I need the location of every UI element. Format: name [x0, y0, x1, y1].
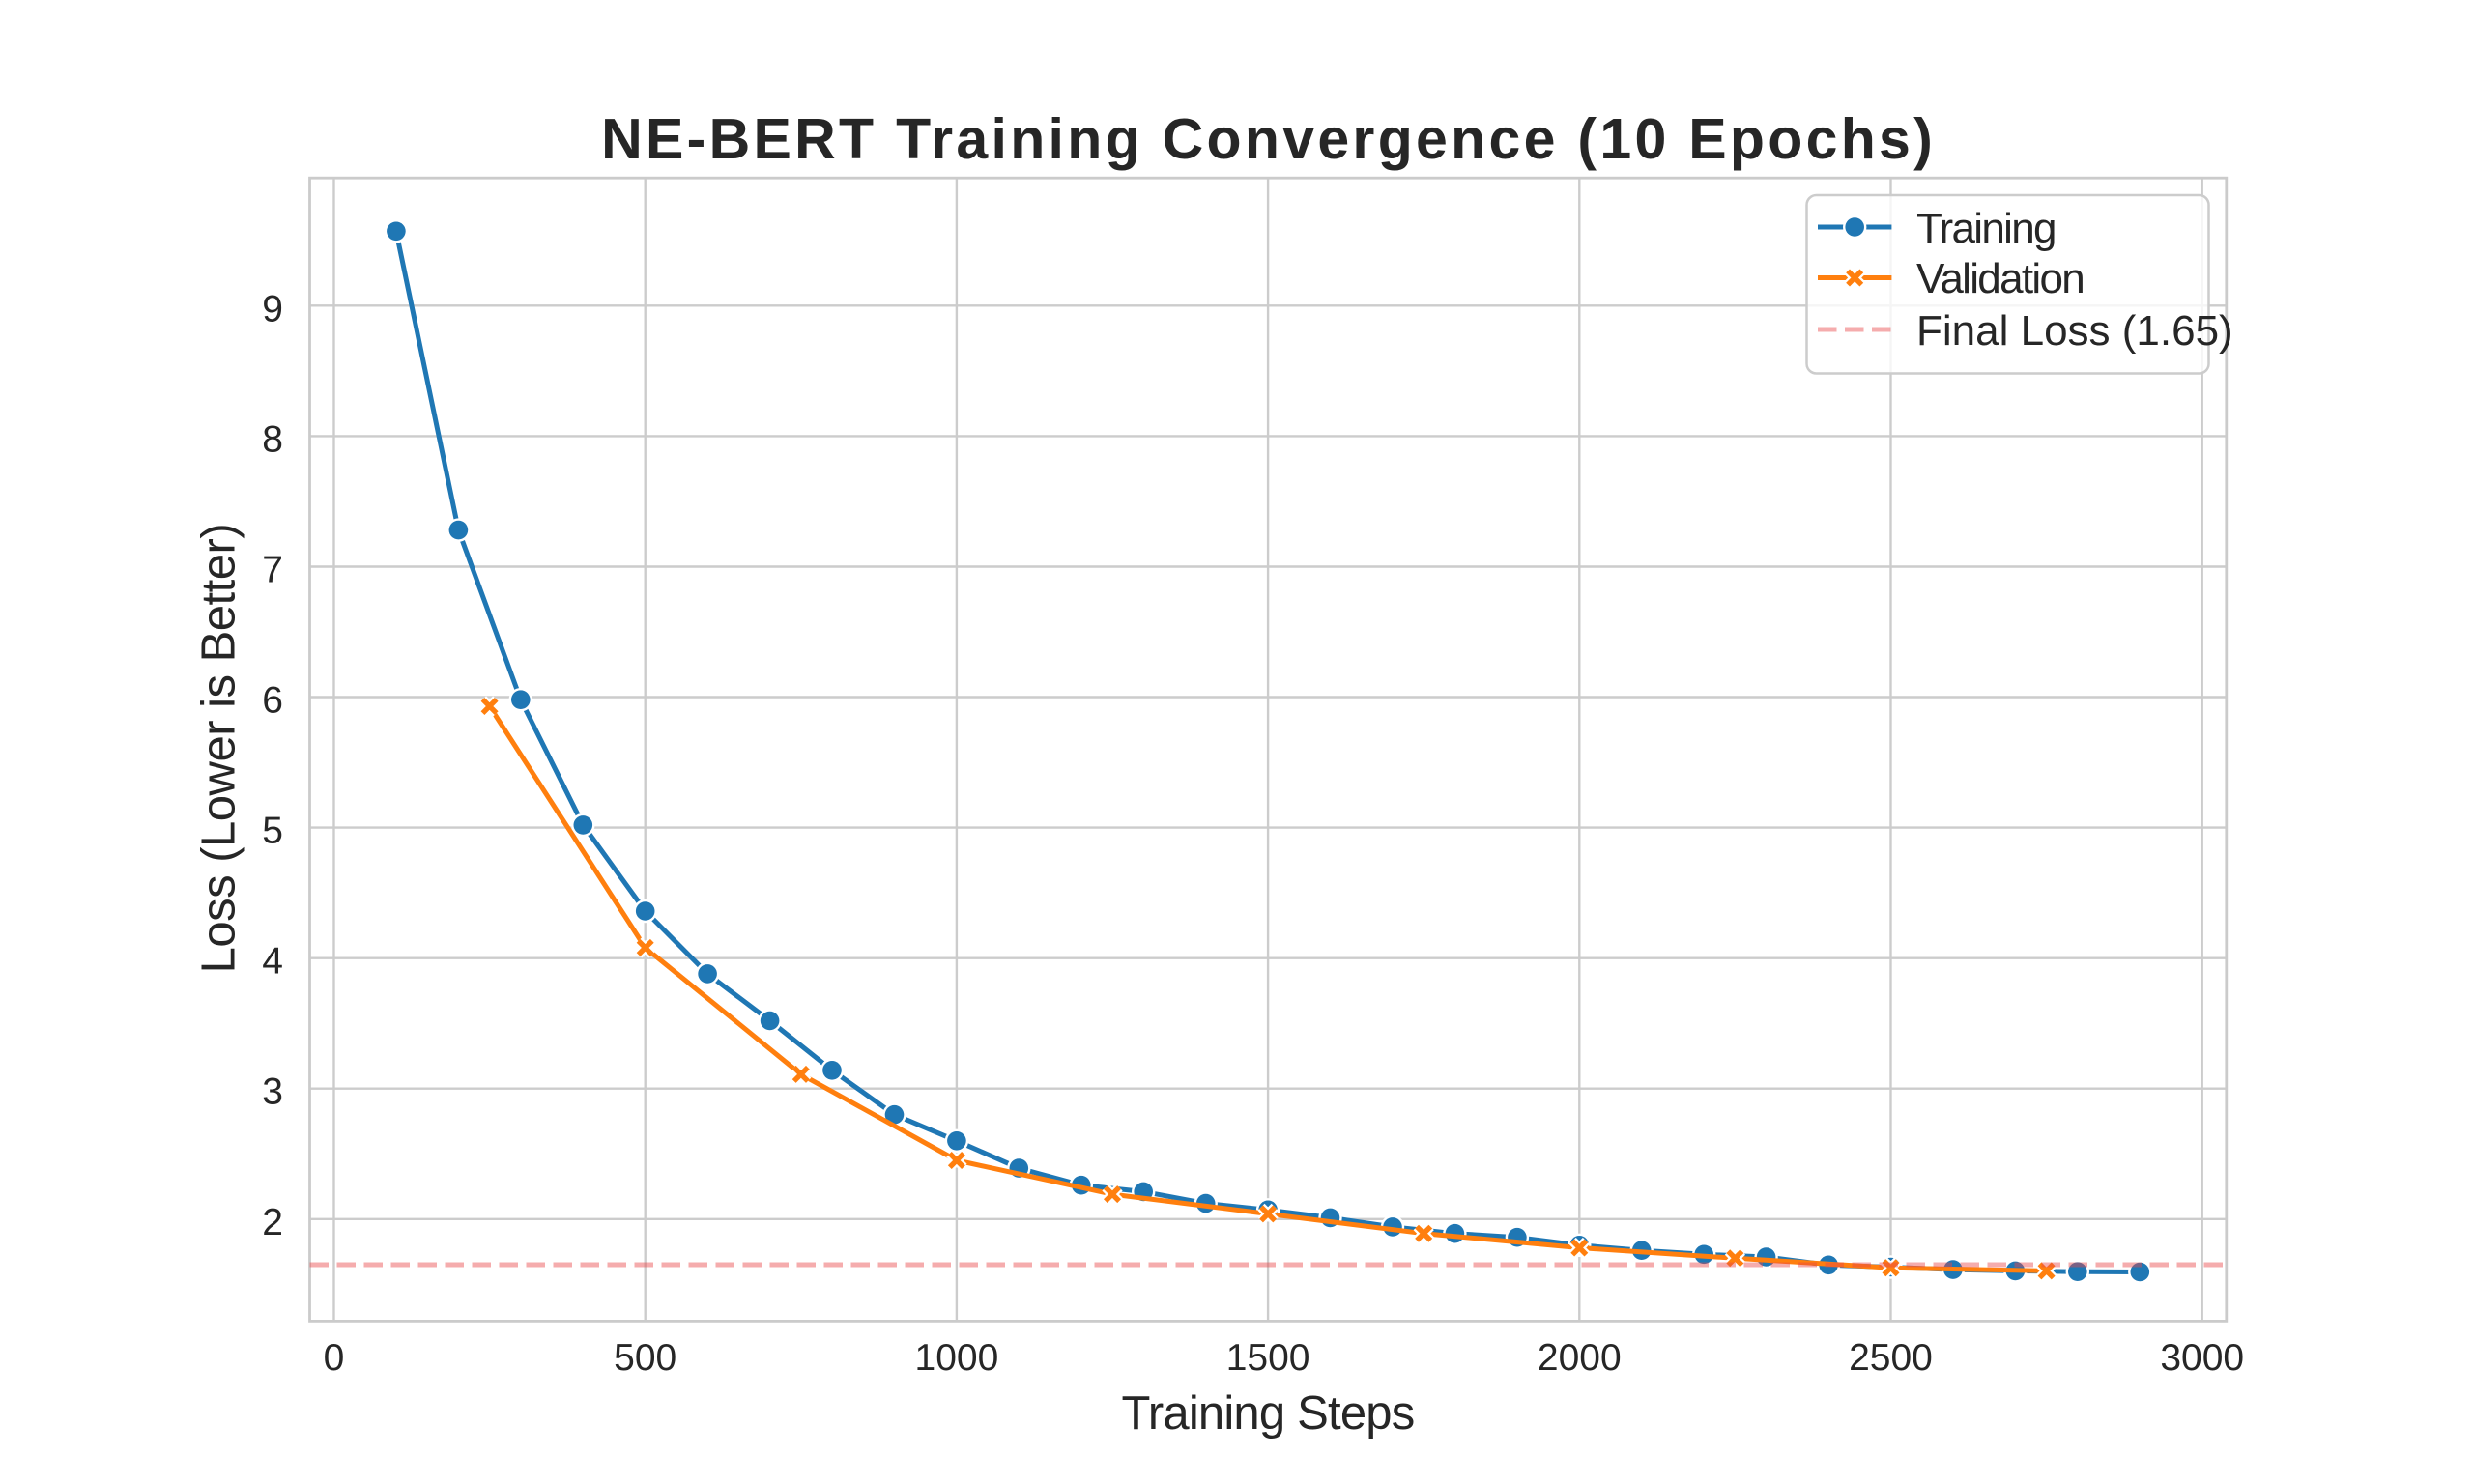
- svg-text:0: 0: [324, 1337, 345, 1379]
- svg-text:3000: 3000: [2160, 1337, 2244, 1379]
- svg-text:1500: 1500: [1226, 1337, 1310, 1379]
- svg-text:Training: Training: [1916, 205, 2056, 252]
- svg-text:7: 7: [262, 550, 283, 591]
- svg-text:Final Loss (1.65): Final Loss (1.65): [1916, 307, 2233, 355]
- svg-text:NE-BERT Training Convergence (: NE-BERT Training Convergence (10 Epochs): [601, 107, 1936, 171]
- svg-text:5: 5: [262, 811, 283, 852]
- svg-text:500: 500: [614, 1337, 676, 1379]
- svg-text:2: 2: [262, 1202, 283, 1243]
- svg-text:Validation: Validation: [1916, 255, 2084, 302]
- svg-text:1000: 1000: [915, 1337, 999, 1379]
- svg-text:6: 6: [262, 680, 283, 722]
- svg-text:2500: 2500: [1849, 1337, 1933, 1379]
- svg-text:3: 3: [262, 1071, 283, 1113]
- svg-text:2000: 2000: [1538, 1337, 1622, 1379]
- svg-text:4: 4: [262, 941, 283, 983]
- svg-text:9: 9: [262, 288, 283, 329]
- svg-text:Loss (Lower is Better): Loss (Lower is Better): [193, 524, 245, 974]
- svg-text:Training Steps: Training Steps: [1122, 1387, 1415, 1440]
- svg-text:8: 8: [262, 418, 283, 460]
